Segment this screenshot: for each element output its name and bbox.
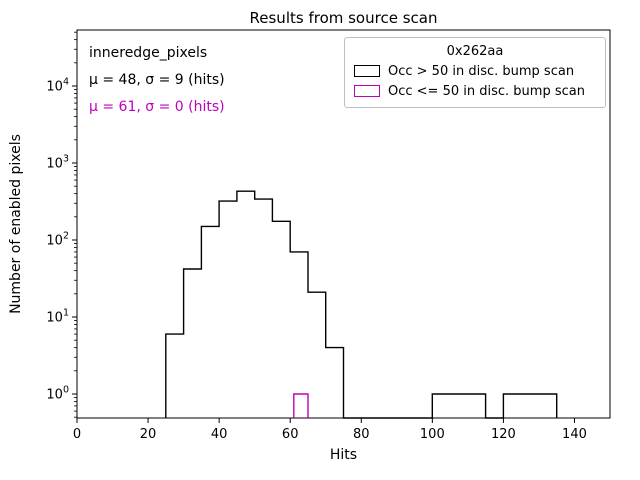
y-axis-label: Number of enabled pixels [8, 134, 24, 314]
legend-title: 0x262aa [446, 44, 504, 59]
svg-text:120: 120 [491, 427, 516, 442]
legend: 0x262aa Occ > 50 in disc. bump scan Occ … [344, 37, 606, 108]
annotations: inneredge_pixels μ = 48, σ = 9 (hits) μ … [89, 40, 225, 121]
svg-text:60: 60 [282, 427, 299, 442]
svg-text:80: 80 [353, 427, 370, 442]
x-axis-label: Hits [329, 447, 358, 463]
svg-text:100: 100 [46, 385, 69, 403]
svg-text:100: 100 [420, 427, 445, 442]
legend-label: Occ > 50 in disc. bump scan [388, 63, 575, 79]
stats-magenta: μ = 61, σ = 0 (hits) [89, 99, 225, 115]
legend-label: Occ <= 50 in disc. bump scan [388, 83, 585, 99]
legend-swatch-magenta [354, 85, 380, 97]
svg-text:40: 40 [211, 427, 228, 442]
chart-title: Results from source scan [249, 9, 438, 27]
legend-swatch-black [354, 65, 380, 77]
svg-text:101: 101 [46, 308, 69, 326]
stats-black: μ = 48, σ = 9 (hits) [89, 72, 225, 88]
legend-entry: Occ <= 50 in disc. bump scan [354, 81, 596, 101]
svg-text:140: 140 [562, 427, 587, 442]
svg-text:104: 104 [46, 77, 69, 95]
svg-text:20: 20 [140, 427, 157, 442]
dataset-label: inneredge_pixels [89, 45, 208, 61]
legend-entry: Occ > 50 in disc. bump scan [354, 61, 596, 81]
svg-text:102: 102 [46, 231, 69, 249]
svg-text:0: 0 [73, 427, 81, 442]
svg-text:103: 103 [46, 154, 69, 172]
